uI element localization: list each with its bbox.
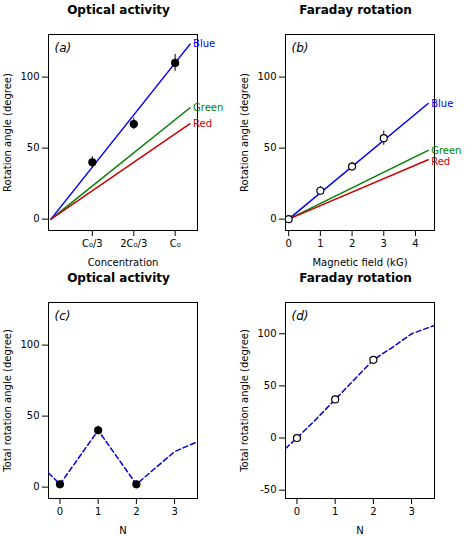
svg-text:N: N: [356, 525, 363, 536]
svg-text:0: 0: [33, 481, 39, 492]
html-text:Optical activity: Optical activity: [67, 3, 170, 17]
svg-text:3: 3: [408, 506, 414, 517]
svg-text:0: 0: [57, 506, 63, 517]
svg-text:2C₀/3: 2C₀/3: [120, 238, 147, 249]
html-text:Optical activity: Optical activity: [67, 271, 170, 285]
svg-text:Green: Green: [431, 145, 461, 156]
svg-text:Total rotation angle (degree): Total rotation angle (degree): [2, 329, 13, 473]
svg-text:Red: Red: [431, 156, 450, 167]
html-text:Faraday rotation: Faraday rotation: [299, 271, 412, 285]
svg-text:0: 0: [285, 238, 291, 249]
svg-text:Red: Red: [193, 118, 212, 129]
svg-text:1: 1: [332, 506, 338, 517]
svg-text:4: 4: [412, 238, 418, 249]
svg-text:N: N: [119, 525, 126, 536]
svg-text:C₀/3: C₀/3: [82, 238, 103, 249]
svg-text:Blue: Blue: [431, 98, 453, 109]
svg-text:50: 50: [27, 410, 40, 421]
svg-text:0: 0: [33, 213, 39, 224]
svg-text:1: 1: [317, 238, 323, 249]
svg-text:50: 50: [264, 142, 277, 153]
svg-text:50: 50: [264, 380, 277, 391]
svg-text:(b): (b): [292, 41, 309, 55]
svg-text:100: 100: [20, 71, 39, 82]
svg-text:100: 100: [20, 339, 39, 350]
svg-text:Blue: Blue: [193, 38, 215, 49]
svg-text:Concentration: Concentration: [88, 257, 159, 268]
svg-text:100: 100: [257, 328, 276, 339]
svg-text:2: 2: [133, 506, 139, 517]
svg-text:0: 0: [270, 213, 276, 224]
svg-text:1: 1: [95, 506, 101, 517]
svg-text:3: 3: [171, 506, 177, 517]
svg-text:100: 100: [257, 71, 276, 82]
svg-text:Magnetic field (kG): Magnetic field (kG): [312, 257, 407, 268]
svg-text:(a): (a): [55, 41, 72, 55]
svg-text:2: 2: [370, 506, 376, 517]
svg-text:(d): (d): [292, 309, 309, 323]
svg-text:Rotation angle (degree): Rotation angle (degree): [239, 73, 250, 192]
svg-text:(c): (c): [55, 309, 71, 323]
svg-text:50: 50: [27, 142, 40, 153]
svg-text:-50: -50: [260, 484, 276, 495]
svg-text:0: 0: [294, 506, 300, 517]
svg-text:2: 2: [349, 238, 355, 249]
svg-text:Rotation angle (degree): Rotation angle (degree): [2, 73, 13, 192]
svg-text:Total rotation angle (degree): Total rotation angle (degree): [239, 329, 250, 473]
svg-text:3: 3: [381, 238, 387, 249]
html-text:Faraday rotation: Faraday rotation: [299, 3, 412, 17]
svg-text:Green: Green: [193, 102, 223, 113]
svg-text:0: 0: [270, 432, 276, 443]
svg-text:C₀: C₀: [170, 238, 181, 249]
